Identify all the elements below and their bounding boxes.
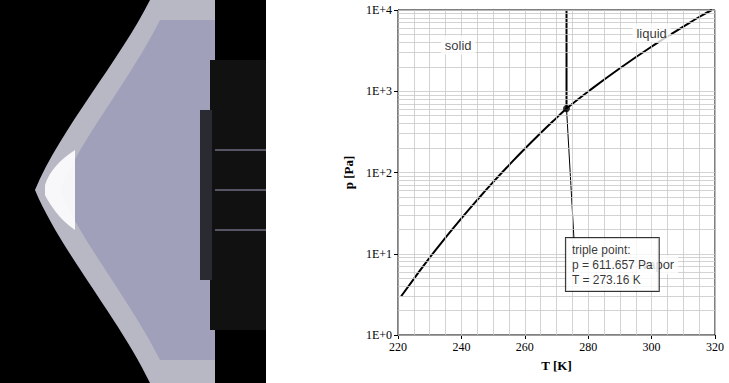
svg-text:320: 320 — [706, 340, 724, 354]
svg-text:260: 260 — [516, 340, 534, 354]
svg-text:liquid: liquid — [636, 26, 666, 41]
svg-text:p [Pa]: p [Pa] — [341, 156, 356, 190]
svg-text:T = 273.16 K: T = 273.16 K — [572, 273, 641, 287]
svg-text:1E+0: 1E+0 — [365, 328, 392, 342]
svg-text:1E+1: 1E+1 — [366, 247, 392, 261]
svg-text:220: 220 — [389, 340, 407, 354]
svg-text:1E+4: 1E+4 — [366, 3, 392, 17]
svg-text:solid: solid — [445, 38, 472, 53]
svg-text:280: 280 — [579, 340, 597, 354]
svg-text:240: 240 — [452, 340, 470, 354]
svg-text:T [K]: T [K] — [541, 358, 571, 373]
svg-text:triple point:: triple point: — [572, 243, 631, 257]
svg-text:1E+2: 1E+2 — [366, 166, 392, 180]
svg-text:p = 611.657 Pa: p = 611.657 Pa — [572, 258, 653, 272]
svg-text:1E+3: 1E+3 — [366, 84, 392, 98]
svg-text:300: 300 — [643, 340, 661, 354]
